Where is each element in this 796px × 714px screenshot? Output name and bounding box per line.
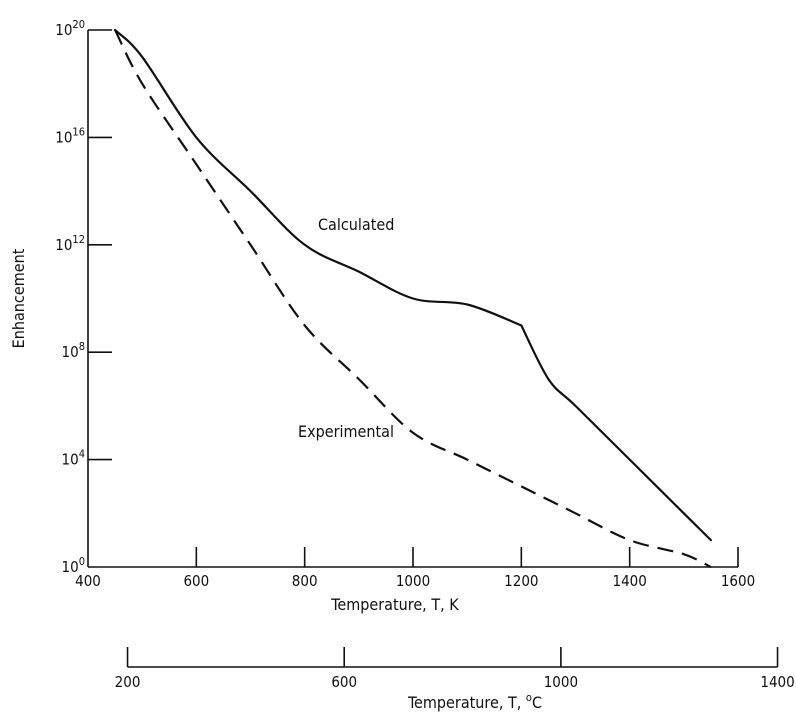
y-tick-label: 1016 (55, 125, 85, 146)
celsius-axis-label: Temperature, T, oC (407, 691, 542, 712)
y-tick-label: 104 (62, 448, 85, 469)
x-tick-label: 600 (183, 572, 209, 590)
x-tick-label: 1200 (504, 572, 538, 590)
x-tick-label: 1600 (721, 572, 755, 590)
celsius-tick-label: 1400 (760, 673, 794, 691)
series-line-experimental (114, 29, 712, 568)
labels-layer: 400 600 800 1000 1200 1400 1600 100 104 108 1012 10… (9, 18, 795, 712)
series-layer (114, 28, 712, 568)
series-label-experimental: Experimental (298, 422, 394, 441)
celsius-tick-label: 600 (331, 673, 357, 691)
plot-axes (87, 29, 779, 668)
y-tick-label: 100 (62, 555, 85, 576)
x-tick-label: 1400 (612, 572, 646, 590)
celsius-tick-label: 1000 (544, 673, 578, 691)
y-axis-label: Enhancement (9, 248, 28, 348)
x-tick-label: 1000 (396, 572, 430, 590)
x-tick-label: 400 (75, 572, 101, 590)
y-tick-label: 108 (62, 340, 85, 361)
x-tick-label: 800 (292, 572, 318, 590)
x-axis-label: Temperature, T, K (330, 595, 459, 614)
celsius-tick-label: 200 (115, 673, 141, 691)
y-tick-label: 1020 (55, 18, 85, 39)
series-label-calculated: Calculated (318, 215, 394, 234)
y-tick-label: 1012 (55, 233, 85, 254)
series-line-calculated (114, 28, 712, 542)
